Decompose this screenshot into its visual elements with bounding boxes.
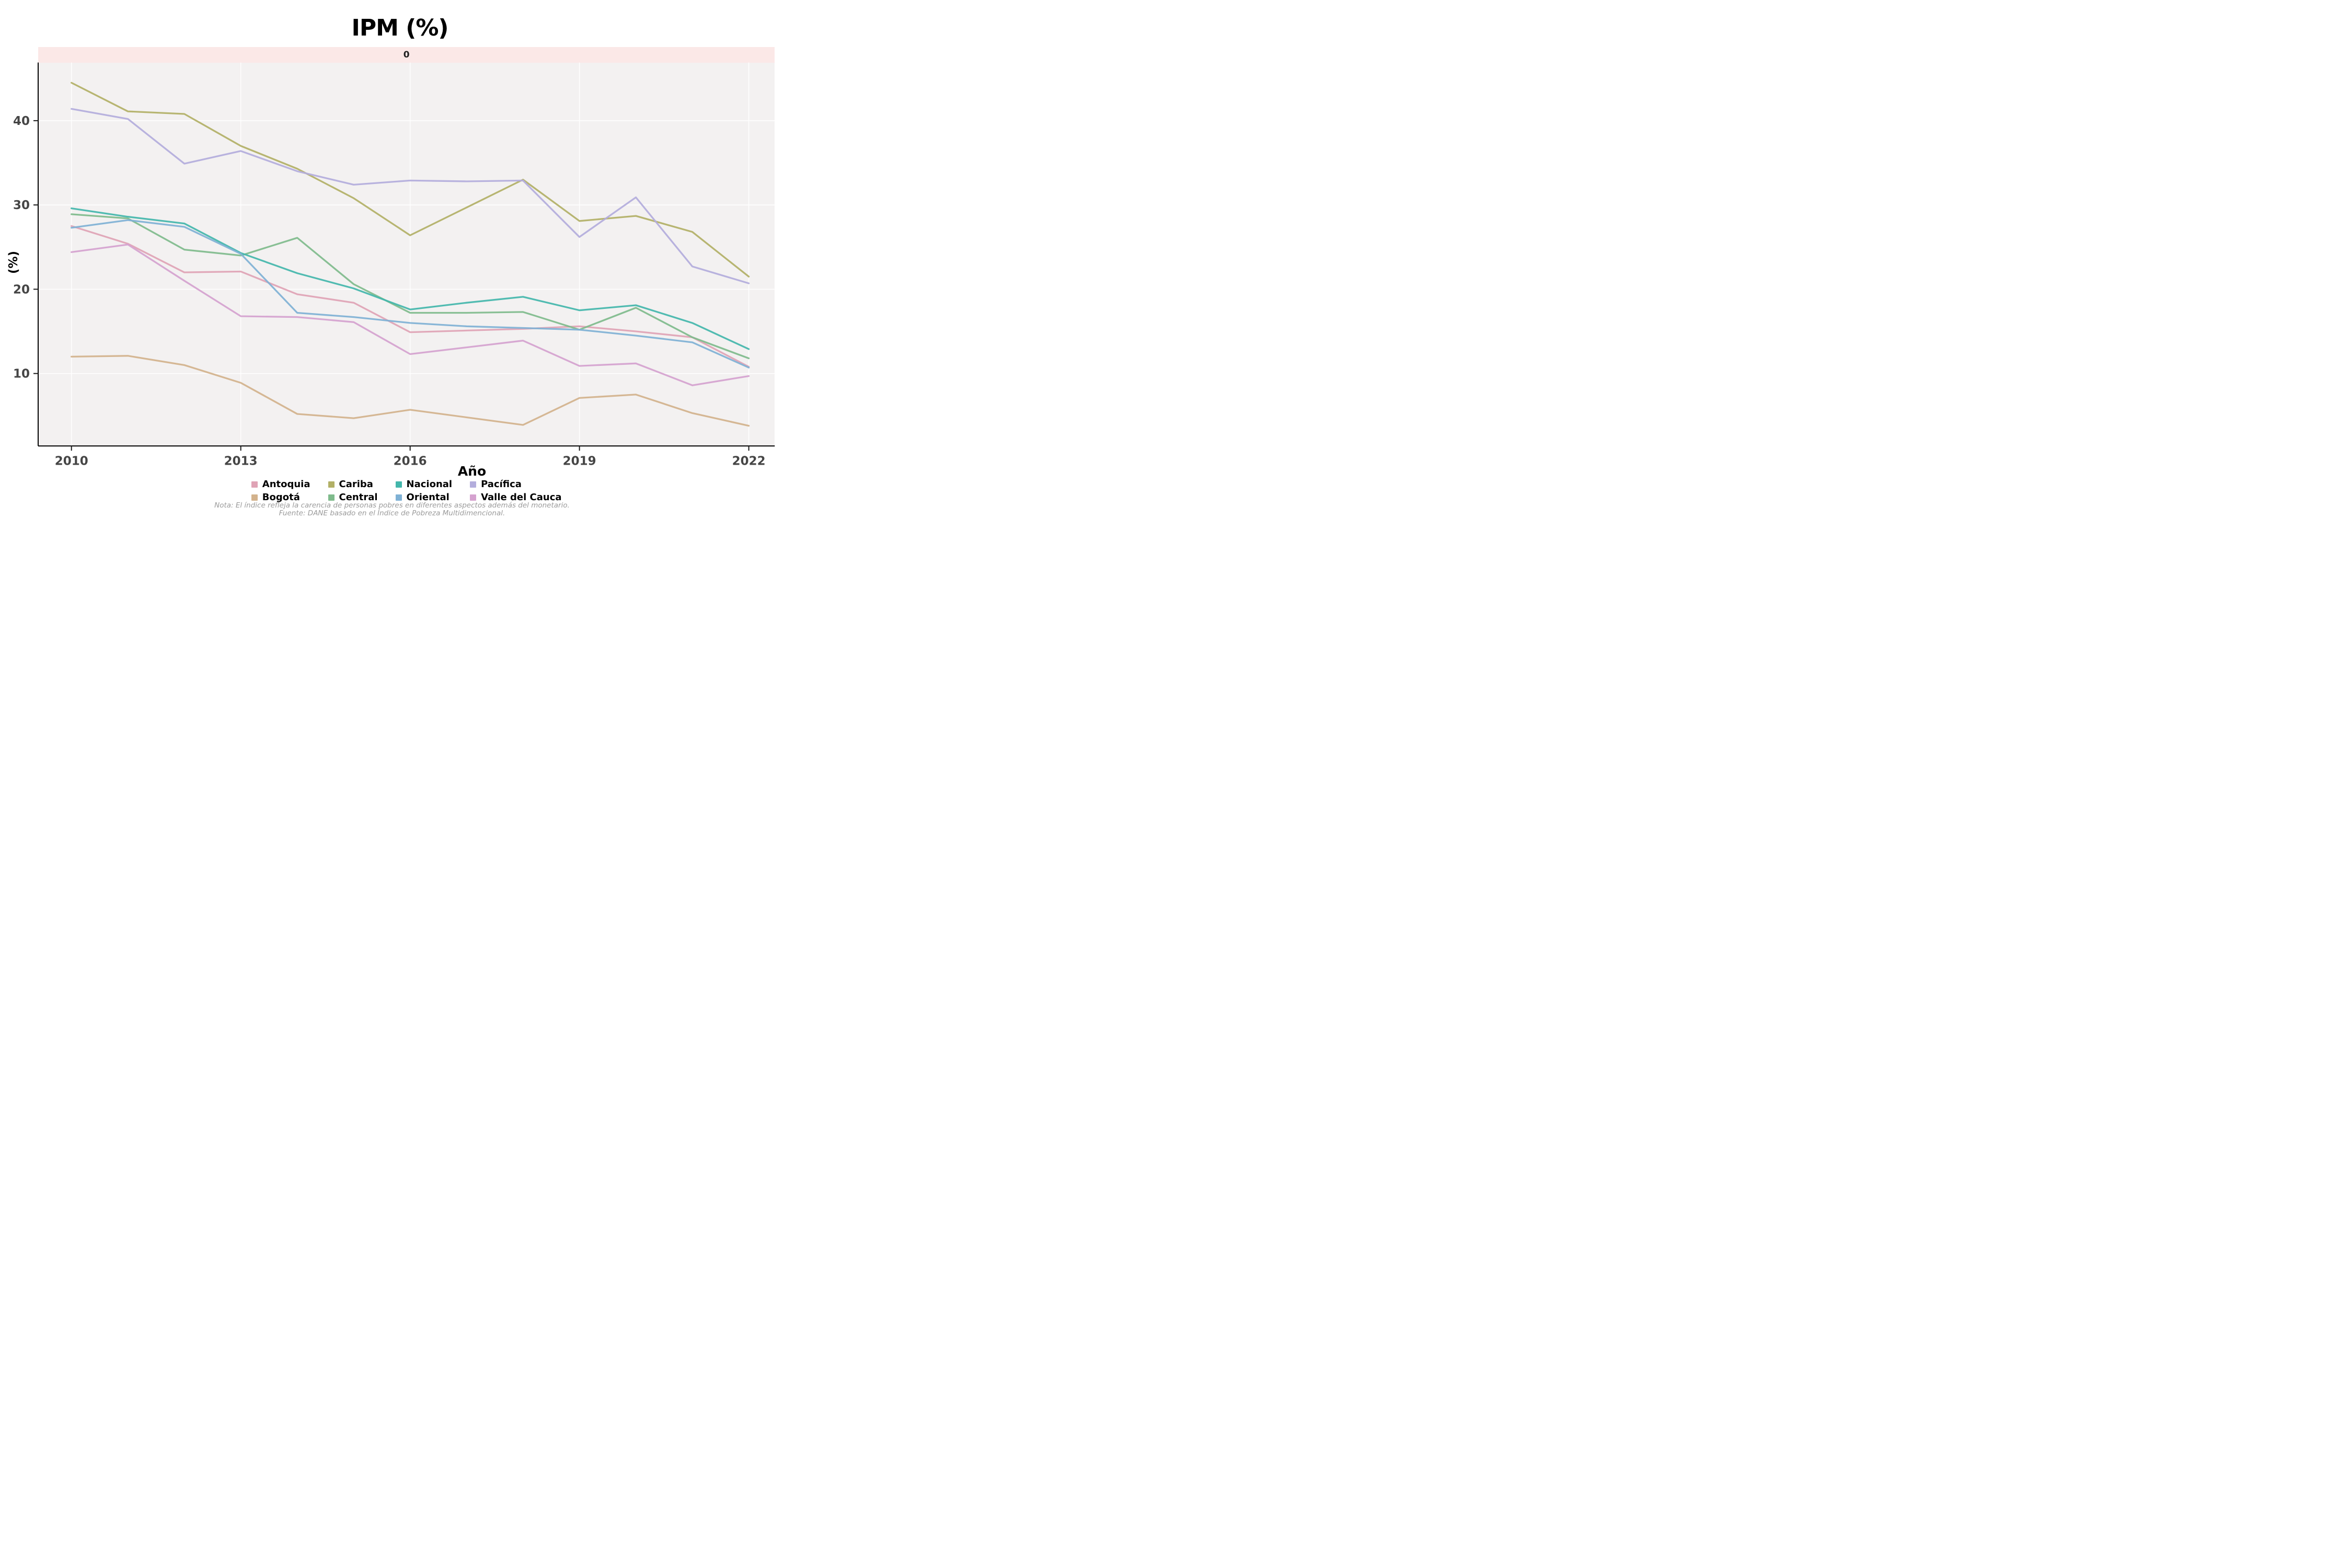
legend-item-central: Central — [328, 492, 378, 503]
legend-item-nacional: Nacional — [395, 479, 453, 490]
legend-label-oriental: Oriental — [406, 491, 449, 503]
legend-label-nacional: Nacional — [406, 479, 453, 490]
y-tick-label-40: 40 — [13, 114, 30, 128]
legend-label-antoquia: Antoquia — [262, 479, 310, 490]
legend-swatch-pacifica — [470, 481, 477, 488]
x-tick-label-2019: 2019 — [563, 454, 596, 468]
chart-legend: Antoquia Cariba Nacional Pacífica Bogotá Cent… — [38, 479, 775, 503]
legend-swatch-central — [328, 494, 335, 501]
facet-strip-label: 0 — [403, 49, 410, 60]
x-tick-label-2022: 2022 — [732, 454, 766, 468]
series-line-nacional — [71, 207, 750, 350]
facet-strip: 0 — [38, 47, 775, 63]
legend-label-bogota: Bogotá — [262, 491, 300, 503]
legend-label-pacifica: Pacífica — [481, 479, 522, 490]
legend-grid: Antoquia Cariba Nacional Pacífica Bogotá Cent… — [251, 479, 562, 503]
series-line-oriental — [71, 219, 750, 368]
legend-item-cariba: Cariba — [328, 479, 378, 490]
legend-item-bogota: Bogotá — [251, 492, 310, 503]
legend-swatch-cariba — [328, 481, 335, 488]
legend-label-cariba: Cariba — [339, 479, 373, 490]
legend-label-central: Central — [339, 491, 378, 503]
legend-label-valle_del_cauca: Valle del Cauca — [481, 491, 562, 503]
x-axis-title: Año — [457, 464, 487, 479]
chart-title: IPM (%) — [351, 15, 448, 41]
plot-panel — [38, 62, 775, 446]
line-chart-canvas: 10 20 30 40 2010 2013 2016 2019 2022 — [13, 62, 775, 468]
series-line-bogota — [71, 355, 750, 427]
legend-swatch-nacional — [395, 481, 402, 488]
x-tick-label-2010: 2010 — [55, 454, 88, 468]
legend-item-oriental: Oriental — [395, 491, 453, 503]
series-line-cariba — [71, 82, 750, 278]
y-tick-label-20: 20 — [13, 283, 30, 296]
x-tick-label-2013: 2013 — [224, 454, 258, 468]
series-line-central — [71, 213, 750, 360]
series-line-pacifica — [71, 108, 750, 284]
legend-item-antoquia: Antoquia — [251, 479, 310, 490]
y-axis-title: (%) — [7, 250, 20, 274]
legend-swatch-bogota — [251, 494, 258, 501]
y-tick-label-10: 10 — [13, 367, 30, 381]
caption-note: Nota: El índice refleja la carencia de p… — [214, 501, 570, 510]
series-line-valle_del_cauca — [71, 244, 750, 386]
chart-page: IPM (%) 0 10 20 30 40 2010 2013 2016 2019 2022 (… — [0, 0, 784, 523]
legend-item-valle_del_cauca: Valle del Cauca — [470, 491, 562, 503]
legend-swatch-antoquia — [251, 481, 258, 488]
legend-swatch-oriental — [395, 494, 402, 501]
caption-source: Fuente: DANE basado en el Índice de Pobr… — [279, 509, 505, 517]
legend-item-pacifica: Pacífica — [470, 479, 561, 490]
series-line-antoquia — [71, 225, 750, 368]
legend-swatch-valle_del_cauca — [470, 494, 477, 501]
y-tick-label-30: 30 — [13, 199, 30, 212]
x-tick-label-2016: 2016 — [394, 454, 427, 468]
